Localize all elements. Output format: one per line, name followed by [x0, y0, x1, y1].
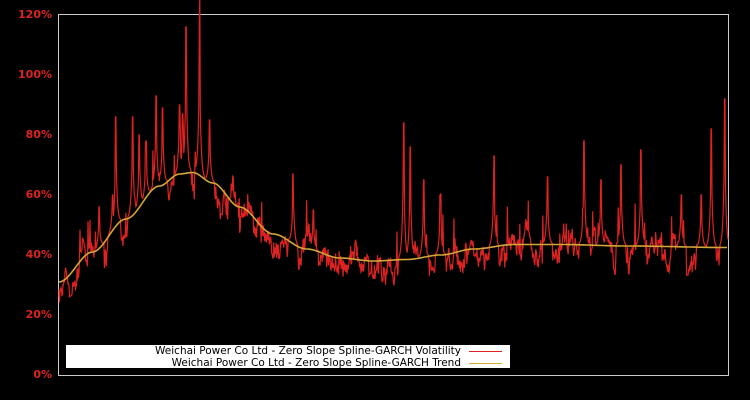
y-tick-label: 60%: [25, 188, 52, 201]
legend-swatch-line: [469, 362, 502, 364]
legend-item-trend: Weichai Power Co Ltd - Zero Slope Spline…: [172, 357, 502, 369]
legend-item-volatility: Weichai Power Co Ltd - Zero Slope Spline…: [155, 345, 502, 357]
legend-swatch-line: [469, 350, 502, 352]
y-tick-label: 0%: [33, 368, 52, 381]
legend-label: Weichai Power Co Ltd - Zero Slope Spline…: [171, 357, 461, 369]
y-tick-label: 100%: [18, 68, 52, 81]
y-tick-label: 40%: [25, 248, 52, 261]
y-tick-label: 80%: [25, 128, 52, 141]
y-tick-label: 20%: [25, 308, 52, 321]
y-tick-label: 120%: [18, 8, 52, 21]
trend-series-line: [58, 171, 727, 283]
plot-frame: [58, 14, 729, 376]
legend-label: Weichai Power Co Ltd - Zero Slope Spline…: [155, 345, 461, 357]
volatility-series-line: [58, 0, 729, 303]
chart-legend: Weichai Power Co Ltd - Zero Slope Spline…: [66, 345, 510, 369]
